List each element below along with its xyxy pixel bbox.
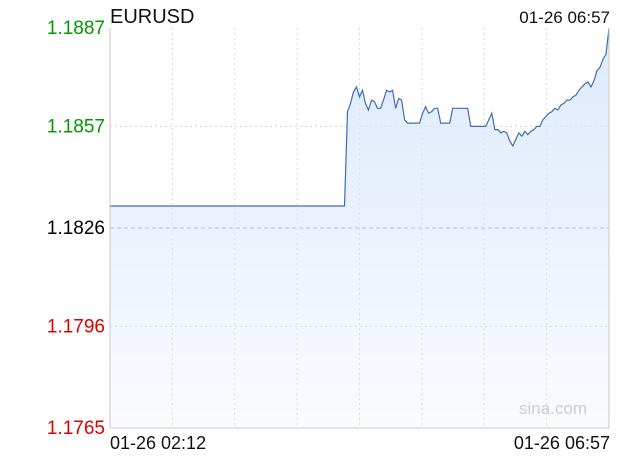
y-tick-label: 1.1887 [47,18,105,39]
y-tick-label: 1.1826 [47,218,105,239]
watermark: sina.com [519,399,587,418]
y-tick-label: 1.1857 [47,116,105,137]
y-tick-label: 1.1765 [47,418,105,439]
x-axis-start-label: 01-26 02:12 [110,433,207,453]
price-area-fill [110,28,609,428]
x-axis-end-label: 01-26 06:57 [513,433,610,453]
chart-title: EURUSD [110,6,195,28]
price-line [110,27,610,207]
timestamp-label: 01-26 06:57 [519,8,610,27]
y-tick-label: 1.1796 [47,316,105,337]
